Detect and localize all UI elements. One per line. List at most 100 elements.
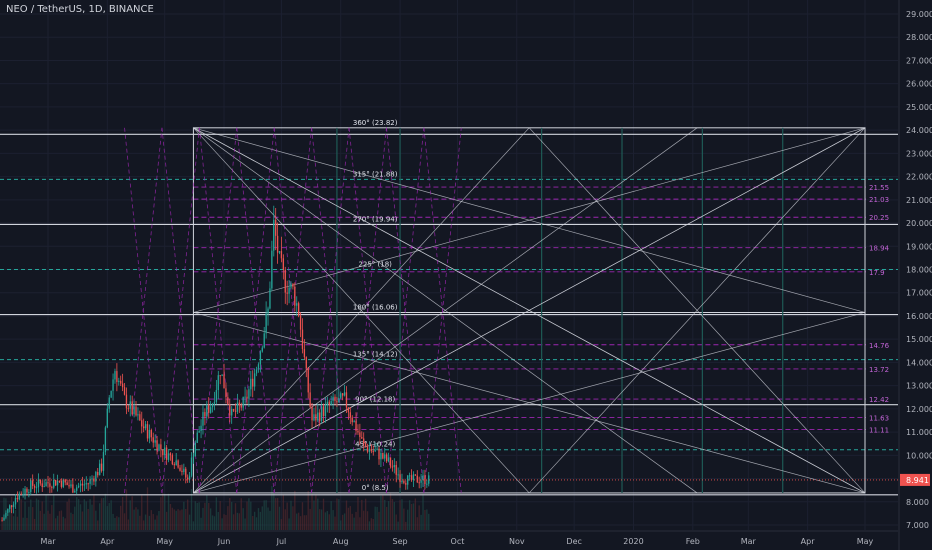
candle-body <box>276 235 279 253</box>
volume-bar <box>219 500 221 530</box>
fib-level-label: 13.72 <box>869 366 889 374</box>
candle-body <box>278 251 281 253</box>
candle-body <box>349 412 351 418</box>
fib-level-label: 11.11 <box>869 427 889 435</box>
volume-bar <box>33 518 36 530</box>
candle-body <box>190 457 193 476</box>
volume-bar <box>257 508 260 530</box>
volume-bar <box>244 518 246 530</box>
volume-bar <box>351 513 353 530</box>
horizontal-lines-layer <box>0 133 898 496</box>
time-axis[interactable]: Mar Apr May Jun Jul Aug Sep Oct Nov Dec 2020 Feb Mar… <box>0 530 898 546</box>
candle-body <box>183 468 185 473</box>
volume-bar <box>357 496 359 530</box>
volume-bar <box>343 513 346 530</box>
volume-bar <box>317 498 319 530</box>
candle-body <box>114 371 116 380</box>
fib-levels-layer: 21.55 21.03 20.25 18.94 17.9 14.76 13.72 12.42 1… <box>193 184 890 435</box>
volume-bar <box>303 515 306 530</box>
volume-bar <box>85 501 87 530</box>
volume-bar <box>160 497 162 530</box>
candle-body <box>206 404 208 417</box>
volume-bar <box>79 504 82 530</box>
candle-body <box>16 497 19 500</box>
candle-body <box>175 460 177 466</box>
candle-body <box>188 475 191 480</box>
candle-body <box>347 407 350 413</box>
candle-body <box>426 483 428 485</box>
volume-bar <box>309 508 311 530</box>
volume-bar <box>18 498 20 530</box>
volume-bar <box>234 503 237 530</box>
volume-bar <box>259 511 262 530</box>
candle-body <box>345 392 348 408</box>
volume-bar <box>167 493 170 530</box>
volume-bar <box>223 514 225 530</box>
gann-level-label: 270° (19.94) <box>353 215 398 223</box>
candle-body <box>393 464 395 468</box>
volume-bar <box>45 494 47 530</box>
volume-bar <box>231 501 233 530</box>
candle-body <box>259 351 262 365</box>
candle-body <box>95 471 97 482</box>
volume-bar <box>98 503 101 530</box>
candle-body <box>179 467 181 471</box>
candle-body <box>368 448 371 452</box>
price-tick-label: 25.000 <box>906 103 932 112</box>
candle-body <box>330 400 332 405</box>
volume-bar <box>294 490 296 530</box>
time-tick-label: Apr <box>100 537 115 546</box>
gann-fan-line <box>193 127 866 494</box>
gann-zigzag-line <box>311 127 350 493</box>
volume-bar <box>225 514 227 530</box>
price-tick-label: 7.000 <box>906 521 929 530</box>
volume-bar <box>403 508 405 530</box>
candle-body <box>284 269 286 293</box>
gann-level-label: 180° (16.06) <box>353 303 398 311</box>
candle-body <box>39 479 42 484</box>
candle-body <box>428 475 430 484</box>
volume-bar <box>397 521 399 530</box>
candle-body <box>424 475 426 485</box>
candle-body <box>357 430 359 433</box>
candle-body <box>380 453 382 460</box>
candle-body <box>9 505 11 509</box>
candle-body <box>250 378 252 390</box>
candle-body <box>133 406 135 415</box>
candle-body <box>307 368 309 393</box>
candle-body <box>246 396 248 399</box>
volume-bar <box>118 517 120 530</box>
candle-body <box>53 480 55 488</box>
volume-bar <box>217 511 219 530</box>
volume-bar <box>70 512 72 530</box>
gann-fan-line <box>193 127 698 494</box>
volume-bar <box>345 500 348 530</box>
volume-bar <box>154 519 156 530</box>
volume-bar <box>238 513 241 530</box>
candle-body <box>255 369 258 374</box>
time-tick-label: Sep <box>393 537 408 546</box>
last-price-label: 8.941 <box>906 476 929 485</box>
candle-body <box>221 374 223 376</box>
candle-body <box>62 479 64 487</box>
candle-body <box>49 483 51 487</box>
volume-bar <box>271 486 273 530</box>
candle-body <box>376 448 378 451</box>
volume-bar <box>407 509 409 530</box>
candle-body <box>156 440 158 451</box>
candle-body <box>58 480 61 482</box>
time-tick-label: Apr <box>801 537 816 546</box>
time-tick-label: May <box>857 537 874 546</box>
candle-body <box>56 480 59 486</box>
volume-bar <box>370 518 373 530</box>
price-axis[interactable]: 7.0008.0009.00010.00011.00012.00013.0001… <box>898 0 932 550</box>
volume-bar <box>181 509 183 530</box>
volume-bar <box>320 509 323 530</box>
candle-body <box>280 251 283 259</box>
candle-body <box>76 487 78 491</box>
volume-bar <box>338 499 340 530</box>
volume-bar <box>188 514 191 530</box>
time-tick-label: Oct <box>451 537 465 546</box>
volume-bar <box>236 512 239 530</box>
